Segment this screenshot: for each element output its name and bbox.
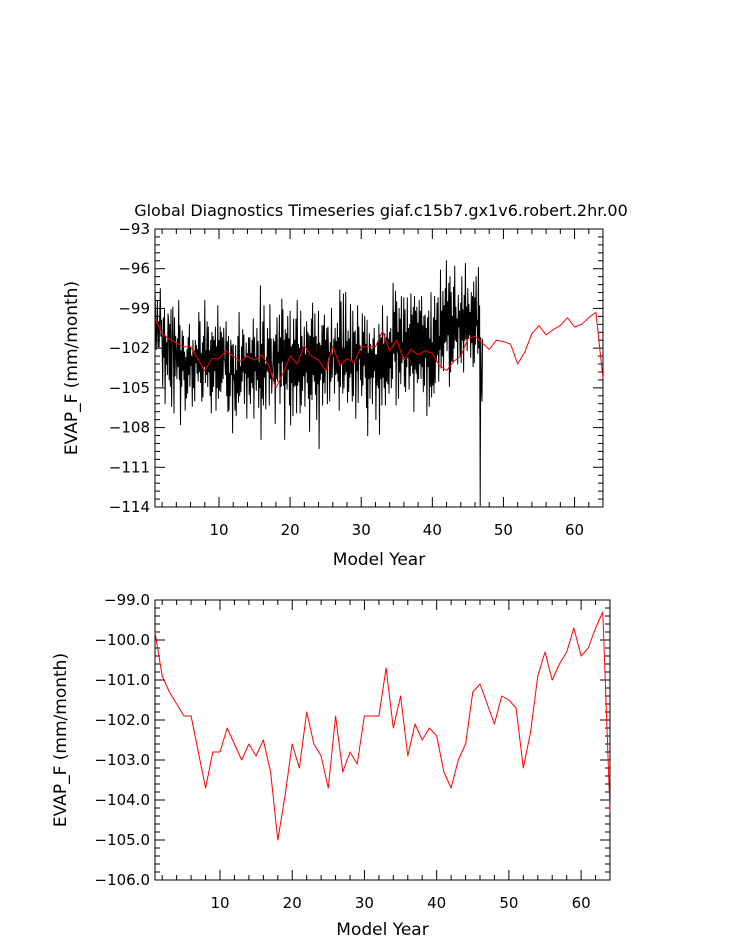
y-tick-label: −100.0 (94, 631, 150, 649)
x-axis-label: Model Year (336, 920, 428, 940)
chart-title: Global Diagnostics Timeseries giaf.c15b7… (134, 201, 628, 220)
y-tick-label: −111 (109, 458, 150, 476)
y-tick-label: −96 (118, 260, 150, 278)
series-line-annual-mean (154, 311, 604, 389)
y-tick-label: −106.0 (94, 871, 150, 889)
x-tick-label: 40 (427, 894, 446, 912)
x-tick-label: 30 (355, 894, 374, 912)
x-tick-label: 20 (281, 521, 300, 539)
x-tick-label: 30 (352, 521, 371, 539)
top-chart: 10 20 30 40 50 60 −93 −96 −99 −102 −105 −108 −111 −11… (62, 201, 628, 570)
y-tick-label: −105 (109, 379, 150, 397)
y-tick-label: −108 (109, 419, 150, 437)
series-line-monthly (154, 260, 484, 507)
x-tick-label: 10 (210, 894, 229, 912)
x-tick-label: 10 (209, 521, 228, 539)
y-axis-label: EVAP_F (mm/month) (62, 281, 82, 455)
y-tick-label: −99.0 (104, 591, 150, 609)
x-tick-label: 60 (565, 521, 584, 539)
y-tick-label: −101.0 (94, 671, 150, 689)
y-axis-label: EVAP_F (mm/month) (51, 653, 71, 827)
bottom-chart: 10 20 30 40 50 60 −99.0 −100.0 −101.0 −102.0 −103.… (51, 591, 611, 940)
x-tick-label: 40 (423, 521, 442, 539)
series-line-annual-mean (154, 611, 611, 841)
y-tick-label: −105.0 (94, 831, 150, 849)
x-tick-label: 20 (283, 894, 302, 912)
y-tick-label: −93 (118, 220, 150, 238)
y-tick-label: −102.0 (94, 711, 150, 729)
y-tick-label: −102 (109, 339, 150, 357)
x-tick-label: 50 (494, 521, 513, 539)
x-tick-label: 60 (572, 894, 591, 912)
y-tick-label: −104.0 (94, 791, 150, 809)
y-tick-label: −99 (118, 299, 150, 317)
plot-frame (154, 599, 611, 881)
x-axis-label: Model Year (333, 550, 425, 570)
y-tick-label: −103.0 (94, 751, 150, 769)
plot-frame (154, 228, 604, 508)
x-tick-label: 50 (499, 894, 518, 912)
y-tick-label: −114 (109, 498, 150, 516)
